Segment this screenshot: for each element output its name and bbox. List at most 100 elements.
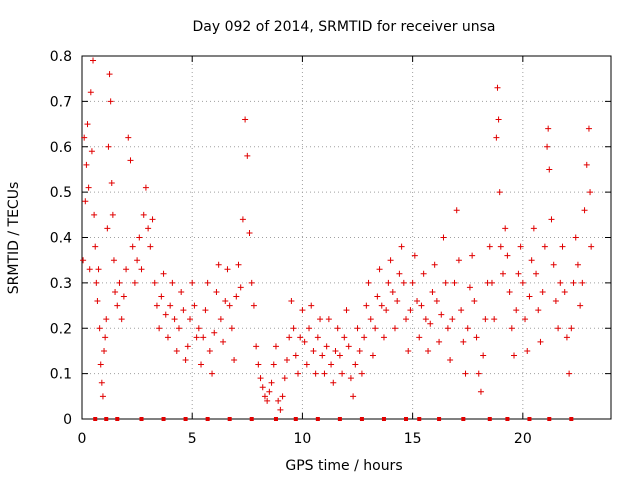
data-point — [235, 261, 242, 268]
data-point — [138, 266, 145, 273]
baseline-marker — [161, 417, 166, 421]
data-point — [378, 302, 385, 309]
data-points — [80, 57, 595, 413]
data-point — [145, 225, 152, 232]
data-point — [343, 307, 350, 314]
data-point — [414, 298, 421, 305]
data-point — [98, 379, 105, 386]
data-point — [391, 325, 398, 332]
data-point — [222, 298, 229, 305]
data-point — [187, 316, 194, 323]
data-point — [579, 279, 586, 286]
data-point — [347, 375, 354, 382]
data-point — [250, 302, 257, 309]
data-point — [259, 384, 266, 391]
data-point — [497, 243, 504, 250]
baseline-marker — [115, 417, 120, 421]
data-point — [266, 388, 273, 395]
data-point — [491, 316, 498, 323]
data-point — [270, 361, 277, 368]
data-point — [167, 302, 174, 309]
data-point — [290, 325, 297, 332]
data-point — [118, 316, 125, 323]
data-point — [110, 257, 117, 264]
data-point — [151, 279, 158, 286]
x-tick-label: 20 — [514, 431, 532, 447]
x-tick-label: 15 — [404, 431, 422, 447]
data-point — [116, 279, 123, 286]
data-point — [82, 198, 89, 205]
data-point — [583, 161, 590, 168]
data-point — [504, 252, 511, 259]
data-point — [496, 189, 503, 196]
data-point — [374, 293, 381, 300]
data-point — [83, 161, 90, 168]
baseline-marker — [315, 417, 320, 421]
data-point — [264, 397, 271, 404]
y-tick-label: 0.5 — [50, 185, 72, 201]
data-point — [180, 307, 187, 314]
data-point — [226, 302, 233, 309]
data-point — [400, 279, 407, 286]
data-point — [239, 216, 246, 223]
data-point — [471, 298, 478, 305]
data-point — [438, 311, 445, 318]
data-point — [473, 334, 480, 341]
data-point — [272, 343, 279, 350]
data-point — [557, 279, 564, 286]
data-point — [455, 257, 462, 264]
data-point — [524, 347, 531, 354]
data-point — [495, 116, 502, 123]
data-point — [356, 347, 363, 354]
data-point — [80, 257, 87, 264]
data-point — [112, 288, 119, 295]
y-tick-label: 0.8 — [50, 49, 72, 65]
data-point — [147, 243, 154, 250]
data-point — [431, 261, 438, 268]
data-point — [336, 352, 343, 359]
data-point — [383, 307, 390, 314]
data-point — [458, 307, 465, 314]
data-point — [548, 216, 555, 223]
data-point — [358, 370, 365, 377]
data-point — [84, 121, 91, 128]
data-point — [105, 143, 112, 150]
data-point — [528, 257, 535, 264]
data-point — [552, 298, 559, 305]
data-point — [104, 225, 111, 232]
data-point — [451, 279, 458, 286]
data-point — [231, 357, 238, 364]
data-point — [213, 288, 220, 295]
data-point — [477, 388, 484, 395]
data-point — [539, 288, 546, 295]
data-point — [464, 325, 471, 332]
data-point — [275, 397, 282, 404]
data-point — [533, 270, 540, 277]
data-point — [405, 347, 412, 354]
x-tick-label: 10 — [294, 431, 312, 447]
data-point — [91, 211, 98, 218]
data-point — [261, 393, 268, 400]
data-point — [96, 325, 103, 332]
data-point — [162, 311, 169, 318]
data-point — [301, 338, 308, 345]
data-point — [425, 347, 432, 354]
data-point — [182, 357, 189, 364]
data-point — [517, 243, 524, 250]
data-point — [323, 343, 330, 350]
data-point — [350, 393, 357, 400]
data-point — [475, 370, 482, 377]
data-point — [588, 243, 595, 250]
data-point — [511, 352, 518, 359]
data-point — [286, 334, 293, 341]
data-point — [193, 334, 200, 341]
data-point — [101, 347, 108, 354]
data-point — [486, 243, 493, 250]
data-point — [317, 316, 324, 323]
data-point — [460, 338, 467, 345]
data-point — [191, 302, 198, 309]
data-point — [537, 338, 544, 345]
data-point — [108, 180, 115, 187]
data-point — [444, 325, 451, 332]
